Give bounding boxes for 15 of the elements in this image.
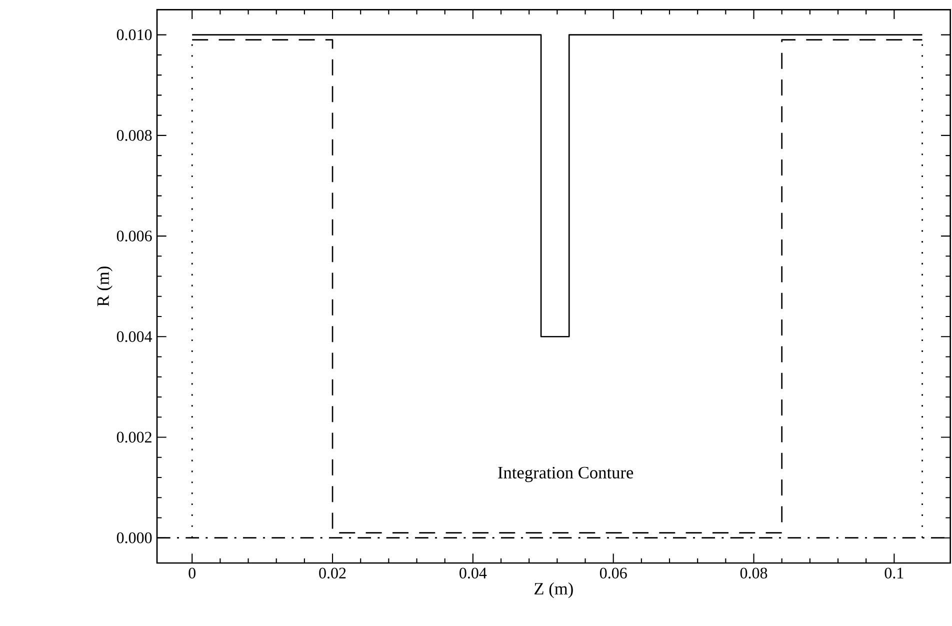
y-tick-label: 0.010 [116,29,152,40]
annotation: Integration Conture [498,466,634,482]
x-tick-label: 0 [188,568,196,578]
y-tick-label: 0.008 [116,130,152,141]
x-tick-label: 0.06 [600,568,627,579]
y-axis-title: R (m) [96,266,112,306]
x-tick-label: 0.04 [460,568,487,579]
y-tick-label: 0.002 [116,432,152,443]
y-tick-label: 0.006 [116,230,152,242]
x-axis-title: Z (m) [534,582,573,598]
y-tick-label: 0.004 [116,331,152,342]
x-tick-label: 0.08 [740,568,768,579]
x-tick-label: 0.02 [319,568,346,579]
x-tick-label: 0.1 [884,568,904,579]
y-tick-label: 0.000 [116,532,152,544]
